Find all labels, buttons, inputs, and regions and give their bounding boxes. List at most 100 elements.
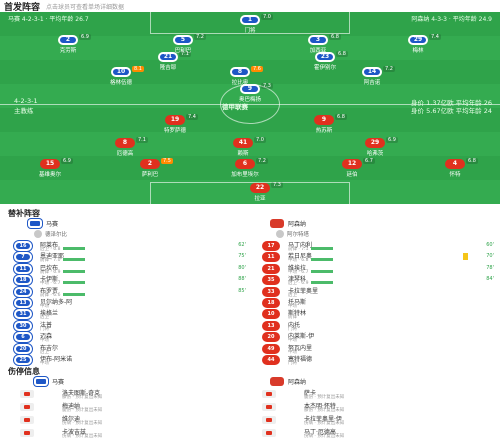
sub-player-meta: 中场 (40, 337, 49, 343)
rating-bar (311, 281, 334, 285)
player-name: 加西亚 (309, 48, 327, 54)
sub-player-row[interactable]: 11 巴坎布 前锋 · 6.9 80' (10, 263, 250, 275)
sub-player-name: 巴坎布 (40, 264, 59, 272)
sub-player-name: 若日尼奥 (288, 253, 313, 261)
sub-player-row[interactable]: 13 内托 门将 (258, 320, 498, 332)
lineup-subtitle: 点击球员可查看单场详细数据 (46, 3, 125, 11)
home-coach[interactable]: 德泽尔比 (34, 230, 67, 238)
sub-player-meta-text: 前锋 · 7.1 (288, 247, 309, 252)
rating-bar (63, 281, 86, 285)
player-name: 隆吉耶 (159, 65, 177, 71)
subs-title: 替补阵容 (8, 209, 40, 218)
injured-player-name: 本杰明·怀特 (304, 403, 336, 410)
sub-player-row[interactable]: 17 马丁内利 前锋 · 7.1 60' (258, 240, 498, 252)
sub-player-name: 塞特福德 (288, 356, 313, 363)
sub-player-row[interactable]: 18 卡伊斯 中场 · 6.7 88' (10, 274, 250, 286)
sub-player-row[interactable]: 20 内莱斯-伊 中场 (258, 331, 498, 343)
sub-player-row[interactable]: 31 埃格兰 后卫 (10, 308, 250, 320)
injury-row[interactable]: 卡拉菲奥里·伊 伤病 · 预计复出未知 (252, 414, 492, 427)
injury-row[interactable]: 梅迪纳 腿伤 · 预计复出未知 (10, 401, 250, 414)
sub-player-name: 卡拉菲奥里 (288, 287, 319, 295)
player-shirt-icon: 9 (240, 84, 260, 94)
player-rating: 6.8 (466, 158, 478, 164)
sub-player-row[interactable]: 44 塞特福德 门将 (258, 354, 498, 366)
sub-player-name: 内莱斯-伊 (288, 333, 315, 341)
player-shirt-icon: 18 (14, 275, 32, 286)
player-shirt-icon: 16 (14, 241, 32, 251)
injury-row[interactable]: 本杰明·怀特 膝伤 · 预计复出未知 (252, 401, 492, 414)
player-shirt-icon: 41 (233, 138, 253, 148)
player-rating: 6.9 (61, 158, 73, 164)
sub-player-meta: 中场 (40, 303, 49, 309)
injury-detail: 腿伤 · 预计复出未知 (304, 395, 345, 400)
sub-player-row[interactable]: 18 托马斯 中场 (258, 297, 498, 309)
sub-player-row[interactable]: 7 恩迪亚耶 前锋 · 7.0 75' (10, 251, 250, 263)
sub-player-row[interactable]: 21 维埃拉 中场 · 6.7 78' (258, 263, 498, 275)
injury-detail: 腿伤 · 预计复出未知 (62, 408, 103, 413)
injury-cross-icon (20, 416, 34, 424)
sub-player-row[interactable]: 25 伊布-阿米诺 中场 (10, 354, 250, 366)
sub-player-name: 伊布-阿米诺 (40, 356, 73, 363)
sub-player-meta: 中场 (288, 303, 297, 309)
player-shirt-icon: 19 (165, 115, 185, 125)
sub-player-meta: 后卫 (40, 349, 49, 355)
injury-row[interactable]: 卡波吉兹 伤病 · 预计复出未知 (10, 427, 250, 440)
sub-player-name: 津琴科 (288, 276, 307, 284)
sub-player-row[interactable]: 11 若日尼奥 中场 · 6.8 70' (258, 251, 498, 263)
sub-player-meta-text: 中场 (40, 338, 49, 344)
player-rating: 7.0 (254, 137, 266, 143)
sub-player-row[interactable]: 35 津琴科 后卫 · 6.9 84' (258, 274, 498, 286)
injury-row[interactable]: 马丁·厄德高 伤病 · 预计复出未知 (252, 427, 492, 440)
rating-bar (63, 269, 86, 273)
sub-player-meta-text: 后卫 · 6.8 (40, 247, 61, 252)
injury-row[interactable]: 洛夫图斯-奇克 膝伤 · 预计复出未知 (10, 388, 250, 401)
player-shirt-icon: 1 (240, 15, 260, 25)
sub-in-time: 85' (238, 287, 246, 294)
sub-player-row[interactable]: 20 布吉尔 后卫 (10, 343, 250, 355)
sub-player-meta: 前锋 · 7.0 (40, 257, 86, 264)
home-formation-sub: 主教练 (14, 107, 34, 115)
injury-row[interactable]: 萨卡 腿伤 · 预计复出未知 (252, 388, 492, 401)
sub-player-meta: 前锋 (288, 314, 297, 320)
player-shirt-icon: 44 (262, 355, 280, 365)
sub-player-meta-text: 中场 (40, 361, 49, 366)
sub-in-time: 80' (238, 264, 246, 271)
player-name: 克劳斯 (59, 48, 77, 54)
sub-player-row[interactable]: 33 卡拉菲奥里 后卫 (258, 286, 498, 298)
player-name: 巴利巴 (174, 48, 192, 54)
sub-player-name: 卡伊斯 (40, 276, 59, 284)
sub-player-meta-text: 前锋 · 6.9 (40, 269, 61, 275)
injury-cross-icon (262, 416, 276, 424)
sub-player-meta: 门将 (40, 326, 49, 332)
sub-player-row[interactable]: 10 斯特林 前锋 (258, 308, 498, 320)
player-name: 格林伍德 (109, 80, 132, 86)
subs-away-team: 阿森纳 (270, 219, 306, 228)
sub-player-name: 布罗贾 (40, 287, 59, 295)
sub-player-row[interactable]: 30 法普 门将 (10, 320, 250, 332)
sub-player-row[interactable]: 16 阿莱布 后卫 · 6.8 62' (10, 240, 250, 252)
injury-row[interactable]: 维尔迪 伤病 · 预计复出未知 (10, 414, 250, 427)
rating-bar (311, 247, 334, 250)
player-name: 哈弗茨 (366, 151, 384, 157)
away-coach[interactable]: 阿尔特塔 (276, 230, 309, 238)
sub-player-row[interactable]: 24 布罗贾 前锋 · 6.6 85' (10, 286, 250, 298)
player-shirt-icon: 23 (315, 52, 335, 62)
rating-bar (63, 258, 86, 262)
sub-player-meta: 后卫 (288, 292, 297, 298)
injuries-title: 伤停信息 (8, 367, 40, 376)
player-rating: 7.3 (271, 182, 283, 188)
player-shirt-icon: 2 (58, 35, 78, 45)
player-name: 赖斯 (237, 151, 249, 157)
player-shirt-icon: 2 (140, 159, 160, 169)
sub-in-time: 75' (238, 253, 246, 260)
sub-player-name: 内托 (288, 321, 301, 329)
sub-player-meta-text: 前锋 · 7.0 (40, 258, 61, 264)
sub-player-row[interactable]: 49 努瓦内里 中场 (258, 343, 498, 355)
injury-detail: 伤病 · 预计复出未知 (304, 434, 345, 439)
sub-player-row[interactable]: 6 迈森 中场 (10, 331, 250, 343)
player-rating: 7.5 (161, 158, 173, 164)
injury-cross-icon (20, 403, 34, 411)
sub-player-meta-text: 中场 (288, 349, 297, 355)
sub-player-row[interactable]: 13 贝尔纳多-阿 中场 (10, 297, 250, 309)
sub-player-name: 阿莱布 (40, 242, 59, 249)
